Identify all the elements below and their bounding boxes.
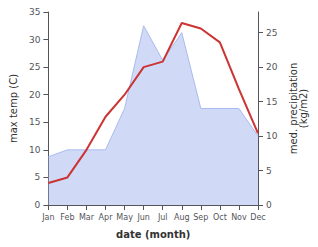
svg-text:35: 35 [29,7,40,17]
svg-text:5: 5 [35,172,41,182]
svg-text:5: 5 [266,166,272,176]
svg-text:0: 0 [35,200,41,210]
svg-text:med. precipitation: med. precipitation [287,62,299,155]
svg-text:20: 20 [266,62,278,72]
svg-text:25: 25 [29,62,40,72]
svg-text:Apr: Apr [99,213,114,222]
svg-text:May: May [116,213,133,222]
svg-text:Nov: Nov [231,213,247,222]
svg-text:date (month): date (month) [116,229,190,240]
svg-text:max temp (C): max temp (C) [8,74,19,143]
svg-text:15: 15 [266,97,277,107]
svg-text:25: 25 [266,28,277,38]
svg-text:Sep: Sep [193,213,208,222]
svg-text:20: 20 [29,90,41,100]
svg-text:Dec: Dec [250,213,265,222]
svg-text:Oct: Oct [213,213,227,222]
svg-text:15: 15 [29,117,40,127]
svg-text:Aug: Aug [174,213,190,222]
svg-text:Jul: Jul [157,213,168,222]
svg-text:Jan: Jan [41,213,54,222]
svg-text:Mar: Mar [79,213,95,222]
svg-text:Feb: Feb [60,213,74,222]
svg-text:Jun: Jun [136,213,150,222]
svg-text:10: 10 [29,145,41,155]
svg-text:10: 10 [266,131,278,141]
svg-text:(kg/m2): (kg/m2) [298,89,309,129]
svg-text:0: 0 [266,200,272,210]
svg-text:30: 30 [29,35,41,45]
